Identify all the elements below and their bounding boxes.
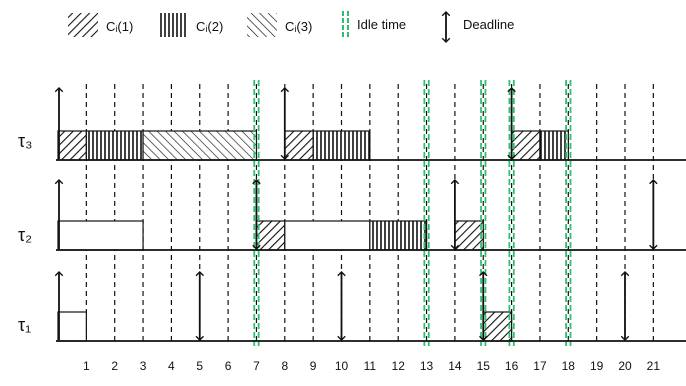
legend-c3-swatch <box>247 13 277 37</box>
tick-label: 21 <box>647 359 661 373</box>
idle-time-marker <box>508 80 515 346</box>
task-block-c2 <box>539 130 569 161</box>
tick-label: 6 <box>225 359 232 373</box>
tick-label: 13 <box>420 359 434 373</box>
tick-label: 19 <box>590 359 604 373</box>
task-block-c1 <box>511 130 541 161</box>
tick-label: 8 <box>281 359 288 373</box>
tick-label: 16 <box>505 359 519 373</box>
tick-label: 3 <box>140 359 147 373</box>
task-label: τ₃ <box>18 131 32 151</box>
tick-label: 15 <box>477 359 491 373</box>
tick-label: 7 <box>253 359 260 373</box>
tick-label: 12 <box>392 359 406 373</box>
tick-label: 9 <box>310 359 317 373</box>
task-block-empty <box>57 311 87 342</box>
tick-label: 1 <box>83 359 90 373</box>
idle-time-marker <box>565 80 572 346</box>
tick-label: 4 <box>168 359 175 373</box>
legend-idle-swatch <box>342 11 349 39</box>
tick-label: 5 <box>196 359 203 373</box>
tick-label: 14 <box>448 359 462 373</box>
task-block-c1 <box>482 311 513 342</box>
legend-c1-label: Cᵢ(1) <box>106 19 133 34</box>
task-block-c2 <box>369 220 428 251</box>
idle-layer <box>253 80 572 346</box>
legend-c2-swatch <box>160 13 188 37</box>
legend-deadline-label: Deadline <box>463 17 514 32</box>
task-block-c2 <box>85 130 144 161</box>
task-label: τ₂ <box>18 225 32 245</box>
task-block-c1 <box>255 220 286 251</box>
grid-layer <box>85 84 654 343</box>
legend-c2-label: Cᵢ(2) <box>196 19 223 34</box>
task-block-c1 <box>454 220 484 251</box>
arrows-layer <box>54 87 658 341</box>
idle-time-marker <box>253 80 260 346</box>
legend-c1-swatch <box>68 13 98 37</box>
axis-layer <box>56 159 686 342</box>
task-block-c1 <box>284 130 314 161</box>
task-block-empty <box>57 220 144 251</box>
tick-label: 11 <box>364 359 377 373</box>
task-block-c2 <box>312 130 371 161</box>
legend-idle-label: Idle time <box>357 17 406 32</box>
legend: Cᵢ(1) Cᵢ(2) Cᵢ(3) Idle time Deadline <box>68 11 514 43</box>
legend-c3-label: Cᵢ(3) <box>285 19 312 34</box>
task-block-c3 <box>142 130 258 161</box>
tick-label: 10 <box>335 359 349 373</box>
tick-label: 2 <box>111 359 118 373</box>
task-block-c1 <box>57 130 87 161</box>
task-label: τ₁ <box>18 315 31 335</box>
tick-label: 20 <box>618 359 632 373</box>
task-block-empty <box>284 220 371 251</box>
idle-time-marker <box>423 80 430 346</box>
tick-label: 18 <box>562 359 576 373</box>
tick-label: 17 <box>533 359 547 373</box>
